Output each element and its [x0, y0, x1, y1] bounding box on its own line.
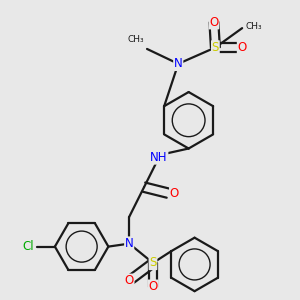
Text: CH₃: CH₃ [128, 35, 144, 44]
Text: Cl: Cl [22, 240, 34, 253]
Text: CH₃: CH₃ [245, 22, 262, 31]
Text: S: S [212, 41, 219, 54]
Text: O: O [238, 41, 247, 54]
Text: O: O [124, 274, 134, 287]
Text: O: O [148, 280, 158, 293]
Text: NH: NH [150, 151, 168, 164]
Text: O: O [170, 187, 179, 200]
Text: S: S [149, 256, 157, 269]
Text: N: N [125, 237, 134, 250]
Text: N: N [174, 57, 183, 70]
Text: O: O [209, 16, 218, 29]
